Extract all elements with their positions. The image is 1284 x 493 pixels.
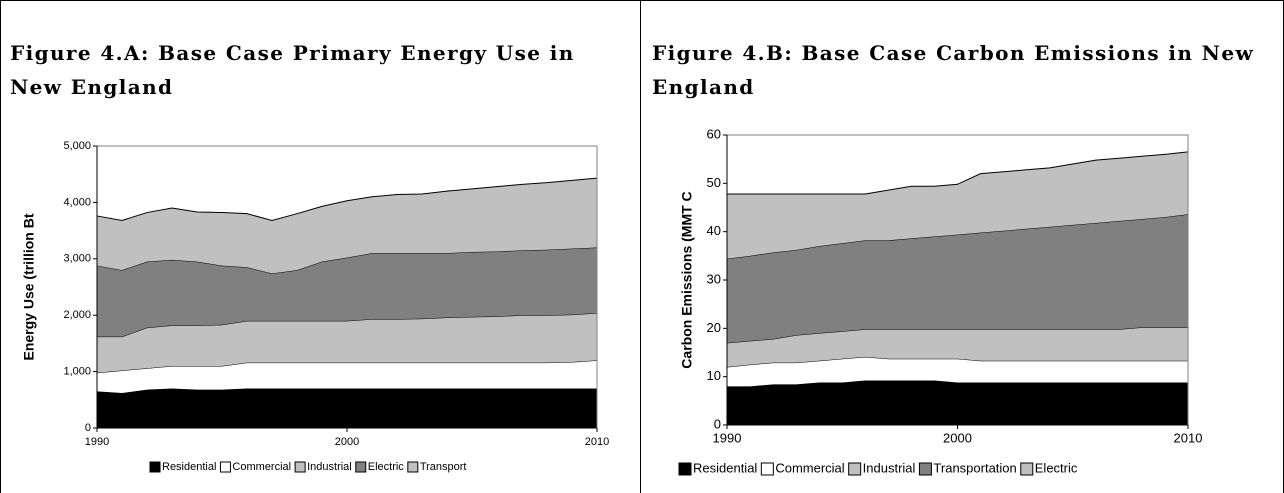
area-edge xyxy=(727,151,1189,195)
legend-swatch xyxy=(407,461,419,473)
legend-swatch xyxy=(760,462,774,476)
x-tick-label: 2000 xyxy=(335,436,359,448)
area-fill xyxy=(97,312,597,373)
legend-label: Residential xyxy=(693,460,757,475)
legend-label: Industrial xyxy=(863,460,916,475)
area-fill xyxy=(97,178,597,274)
area-fill xyxy=(727,356,1188,387)
area-edge xyxy=(96,177,598,221)
legend-swatch xyxy=(294,461,306,473)
y-tick-label: 60 xyxy=(707,126,721,141)
legend-label: Transport xyxy=(420,461,467,473)
legend-swatch xyxy=(149,461,161,473)
y-tick-label: 3,000 xyxy=(63,253,91,265)
legend-swatch xyxy=(219,461,231,473)
legend-label: Residential xyxy=(162,461,216,473)
area-fill xyxy=(727,327,1188,367)
area-fill xyxy=(727,151,1188,259)
legend-label: Industrial xyxy=(307,461,352,473)
legend-label: Transportation xyxy=(933,460,1016,475)
legend-label: Electric xyxy=(368,461,405,473)
area-fill xyxy=(97,388,597,428)
x-tick-label: 1990 xyxy=(713,430,742,445)
chart-title: Figure 4.A: Base Case Primary Energy Use… xyxy=(10,41,575,99)
y-tick-label: 0 xyxy=(85,422,91,434)
legend-swatch xyxy=(848,462,862,476)
x-tick-label: 2010 xyxy=(585,436,609,448)
y-tick-label: 0 xyxy=(714,416,721,431)
y-tick-label: 20 xyxy=(707,320,721,335)
area-fill xyxy=(97,360,597,394)
area-fill xyxy=(727,380,1188,425)
y-tick-label: 1,000 xyxy=(63,366,91,378)
x-tick-label: 1990 xyxy=(85,436,109,448)
area-edge xyxy=(727,380,1188,387)
area-fill xyxy=(97,247,597,337)
y-tick-label: 5,000 xyxy=(63,140,91,152)
y-tick-label: 4,000 xyxy=(63,196,91,208)
x-tick-label: 2000 xyxy=(943,430,972,445)
legend-swatch xyxy=(355,461,367,473)
y-tick-label: 30 xyxy=(707,271,721,286)
legend-label: Commercial xyxy=(775,460,844,475)
x-tick-label: 2010 xyxy=(1174,430,1203,445)
legend-swatch xyxy=(1020,462,1034,476)
legend-swatch xyxy=(918,462,932,476)
y-tick-label: 40 xyxy=(707,223,721,238)
y-axis-label: Energy Use (trillion Bt xyxy=(21,213,37,360)
y-tick-label: 2,000 xyxy=(63,309,91,321)
legend-label: Electric xyxy=(1035,460,1078,475)
y-tick-label: 50 xyxy=(707,175,721,190)
legend-label: Commercial xyxy=(232,461,291,473)
area-fill xyxy=(727,214,1188,343)
chart-title: Figure 4.B: Base Case Carbon Emissions i… xyxy=(652,41,1255,99)
legend-swatch xyxy=(678,462,692,476)
y-axis-label: Carbon Emissions (MMT C xyxy=(679,191,695,368)
y-tick-label: 10 xyxy=(707,368,721,383)
